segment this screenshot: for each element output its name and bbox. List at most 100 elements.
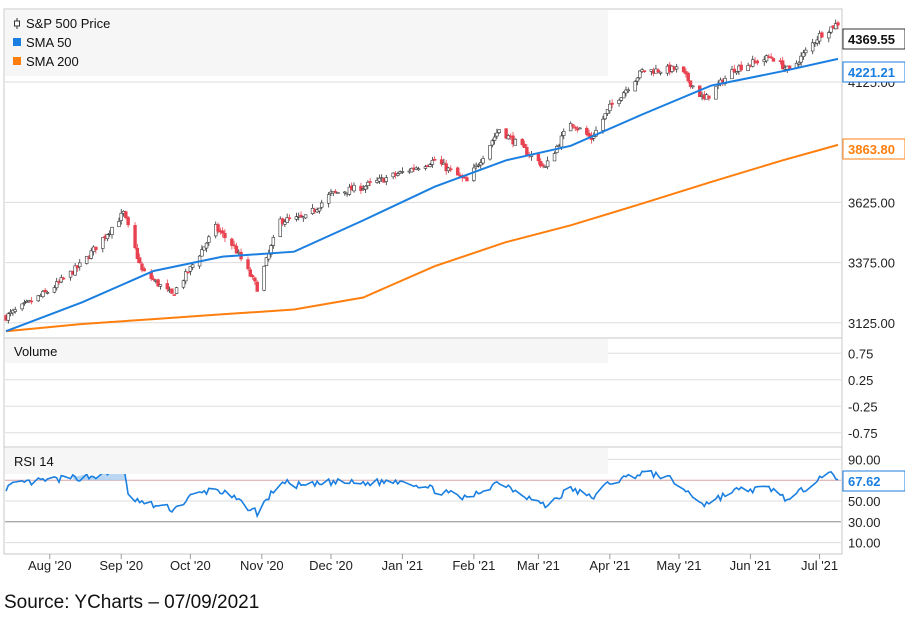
- rsi-14-line: [5, 462, 839, 519]
- candle-body: [363, 185, 368, 190]
- candle-body: [255, 281, 259, 292]
- candle-body: [216, 224, 220, 232]
- candle-body: [472, 167, 476, 181]
- candle-body: [207, 236, 211, 243]
- sma-50-line: [5, 57, 839, 333]
- candle-body: [476, 164, 481, 167]
- candle-body: [84, 255, 89, 264]
- x-tick-label: Jun '21: [730, 558, 772, 573]
- candle-body: [771, 58, 776, 62]
- candle-body: [605, 109, 610, 114]
- candle-body: [156, 279, 160, 287]
- rsi-y-tick: 10.00: [848, 536, 881, 551]
- candle-body: [151, 278, 156, 281]
- candle-body: [133, 225, 137, 248]
- candle-body: [170, 288, 174, 294]
- candle-body: [432, 158, 437, 161]
- candle-body: [617, 99, 621, 104]
- volume-legend-background: [5, 339, 608, 363]
- price-current-value: 4369.55: [848, 32, 895, 47]
- candle-body: [488, 145, 492, 160]
- candle-body: [119, 212, 123, 221]
- candle-body: [52, 287, 57, 293]
- candle-body: [780, 60, 785, 70]
- candle-body: [714, 86, 718, 100]
- price-current-badge: 4369.55: [842, 28, 905, 50]
- candle-body: [253, 277, 257, 282]
- candle-body: [142, 268, 146, 272]
- candle-body: [688, 80, 693, 87]
- candle-body: [827, 32, 831, 39]
- candle-body: [396, 173, 400, 176]
- candle-body: [347, 186, 352, 195]
- sma-200-line: [5, 143, 839, 333]
- candle-body: [481, 158, 485, 164]
- candle-body: [479, 162, 483, 166]
- candle-body: [158, 284, 163, 287]
- candle-body: [525, 147, 529, 156]
- candle-body: [686, 72, 690, 82]
- candle-body: [409, 168, 414, 173]
- candle-body: [635, 77, 640, 82]
- rsi-y-tick: 90.00: [848, 452, 881, 467]
- candle-body: [326, 194, 331, 204]
- rsi-current-value: 67.62: [848, 474, 881, 489]
- candle-body: [285, 217, 289, 223]
- candle-body: [55, 281, 59, 289]
- candle-body: [739, 64, 743, 71]
- candlestick-icon: [14, 18, 20, 29]
- candle-body: [624, 89, 628, 94]
- candle-body: [22, 302, 27, 304]
- candle-body: [541, 164, 545, 167]
- candle-body: [223, 232, 227, 239]
- x-tick-label: Apr '21: [589, 558, 630, 573]
- candle-body: [734, 71, 739, 74]
- candle-body: [186, 271, 190, 274]
- volume-y-tick: 0.75: [848, 346, 873, 361]
- candle-body: [601, 118, 605, 131]
- candle-body: [45, 292, 50, 294]
- candle-body: [495, 132, 499, 137]
- candle-body: [787, 65, 792, 70]
- sma-200-current-badge: 3863.80: [842, 138, 905, 160]
- candle-body: [428, 164, 432, 167]
- candle-body: [755, 60, 760, 64]
- candle-body: [352, 184, 356, 192]
- x-tick-label: Jan '21: [382, 558, 424, 573]
- candle-body: [303, 214, 308, 219]
- candle-body: [280, 218, 285, 224]
- candle-body: [545, 160, 550, 168]
- candle-body: [400, 171, 405, 173]
- candle-body: [681, 66, 686, 73]
- price-y-tick: 3375.00: [848, 256, 895, 271]
- sma-50-current-badge: 4221.21: [842, 61, 905, 83]
- candle-body: [117, 221, 121, 228]
- candle-body: [751, 59, 755, 67]
- rsi-panel-title: RSI 14: [14, 454, 54, 469]
- candle-body: [575, 128, 580, 131]
- candle-body: [504, 128, 508, 139]
- candle-body: [691, 85, 695, 88]
- candle-body: [552, 153, 557, 162]
- price-legend-background: [5, 10, 608, 76]
- candle-body: [43, 289, 47, 293]
- candle-body: [707, 95, 711, 99]
- x-tick-label: Sep '20: [99, 558, 143, 573]
- candle-body: [769, 56, 773, 59]
- volume-y-tick: 0.25: [848, 373, 873, 388]
- candle-body: [559, 135, 564, 148]
- sma-200-swatch-icon: [13, 57, 21, 65]
- x-tick-label: May '21: [656, 558, 701, 573]
- candle-body: [41, 291, 45, 297]
- candle-body: [6, 313, 11, 321]
- rsi-overbought-area: [72, 465, 126, 481]
- candle-body: [234, 245, 239, 254]
- candle-body: [804, 49, 808, 54]
- candle-body: [490, 140, 494, 146]
- candle-body: [264, 257, 269, 266]
- candle-body: [377, 177, 382, 182]
- candle-body: [220, 230, 225, 234]
- candle-body: [578, 127, 582, 130]
- price-y-tick: 3125.00: [848, 316, 895, 331]
- candle-body: [815, 39, 819, 44]
